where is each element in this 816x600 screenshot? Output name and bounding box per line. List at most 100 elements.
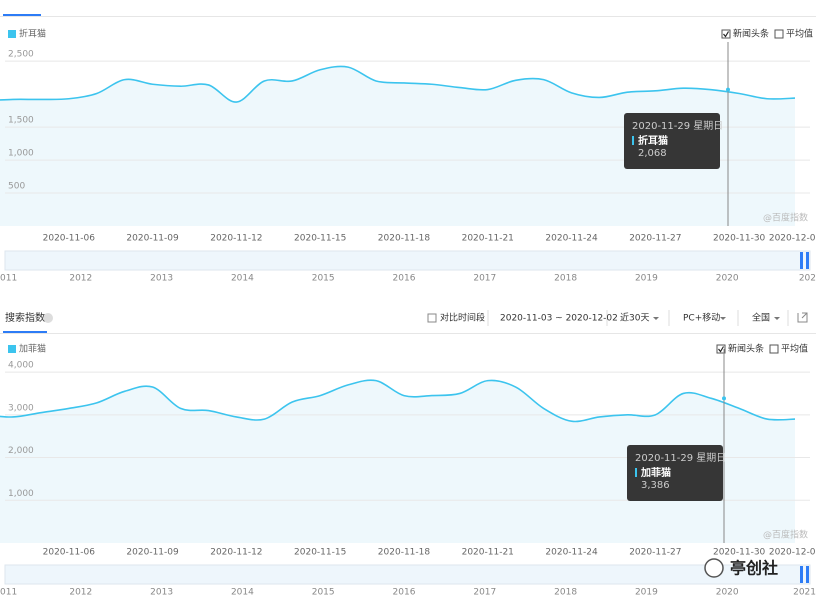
option-label[interactable]: 新闻头条 — [728, 343, 764, 355]
x-tick-label: 2020-12-02 — [769, 234, 816, 244]
timeline-label: 011 — [0, 588, 17, 598]
watermark: @百度指数 — [763, 529, 808, 541]
checkbox[interactable] — [716, 344, 726, 354]
hover-point — [726, 87, 730, 92]
x-tick-label: 2020-11-06 — [43, 548, 96, 558]
tab-underline — [3, 331, 47, 333]
x-tick-label: 2020-11-30 — [713, 234, 766, 244]
timeline-label: 2021 — [793, 588, 816, 598]
tooltip-value: 3,386 — [641, 480, 670, 491]
timeline-handle[interactable] — [800, 566, 803, 583]
timeline-label: 2017 — [473, 274, 496, 284]
timeline-label: 2013 — [150, 588, 173, 598]
y-tick-label: 1,500 — [8, 116, 34, 126]
checkbox[interactable] — [769, 344, 779, 354]
option-label[interactable]: 平均值 — [781, 343, 808, 355]
timeline-label: 2018 — [554, 588, 577, 598]
x-tick-label: 2020-11-21 — [462, 234, 514, 244]
brand-name: 亭创社 — [730, 559, 778, 578]
dropdown-arrow — [653, 317, 659, 320]
timeline-label: 2020 — [716, 588, 739, 598]
tooltip-marker — [635, 468, 637, 477]
tooltip — [627, 445, 723, 501]
checkbox[interactable] — [721, 29, 731, 39]
area — [0, 66, 795, 226]
x-tick-label: 2020-11-30 — [713, 548, 766, 558]
timeline-label: 2019 — [635, 588, 658, 598]
timeline-handle[interactable] — [806, 566, 809, 583]
header-compare[interactable]: 对比时间段 — [440, 312, 485, 324]
timeline-label: 011 — [0, 274, 17, 284]
x-tick-label: 2020-11-09 — [126, 548, 179, 558]
timeline-label: 2013 — [150, 274, 173, 284]
y-tick-label: 2,000 — [8, 446, 34, 456]
y-tick-label: 1,000 — [8, 149, 34, 159]
hover-point — [722, 396, 726, 401]
area — [0, 380, 795, 543]
line — [0, 65, 796, 103]
legend-swatch — [8, 345, 16, 353]
brand: 亭创社 — [704, 558, 778, 578]
x-tick-label: 2020-11-12 — [210, 548, 262, 558]
check-mark — [723, 31, 730, 38]
timeline — [4, 564, 811, 585]
header-device[interactable]: PC+移动 — [683, 312, 720, 324]
timeline-label: 2015 — [312, 588, 335, 598]
timeline-label: 2016 — [393, 588, 416, 598]
timeline-handle[interactable] — [806, 252, 809, 269]
x-tick-label: 2020-11-24 — [545, 548, 598, 558]
timeline-label: 2015 — [312, 274, 335, 284]
x-tick-label: 2020-11-24 — [545, 234, 598, 244]
tab-underline — [3, 14, 41, 16]
header-period[interactable]: 近30天 — [620, 312, 649, 324]
tooltip-title: 2020-11-29 星期日 — [635, 452, 726, 464]
timeline — [4, 250, 811, 271]
checkbox[interactable] — [427, 313, 437, 323]
timeline-label: 2017 — [473, 588, 496, 598]
x-tick-label: 2020-11-09 — [126, 234, 179, 244]
x-tick-label: 2020-11-27 — [629, 548, 681, 558]
x-tick-label: 2020-11-12 — [210, 234, 262, 244]
timeline-label: 202 — [799, 274, 816, 284]
dropdown-arrow — [720, 317, 726, 320]
option-label[interactable]: 新闻头条 — [733, 28, 769, 40]
y-tick-label: 2,500 — [8, 50, 34, 60]
x-tick-label: 2020-11-18 — [378, 548, 431, 558]
tooltip-name: 折耳猫 — [638, 134, 668, 147]
help-icon[interactable] — [43, 313, 53, 323]
x-tick-label: 2020-12-02 — [769, 548, 816, 558]
timeline-label: 2012 — [69, 588, 92, 598]
timeline-handle[interactable] — [800, 252, 803, 269]
header-range[interactable]: 2020-11-03 ~ 2020-12-02 — [500, 314, 618, 324]
timeline-label: 2014 — [231, 588, 254, 598]
watermark: @百度指数 — [763, 212, 808, 224]
x-tick-label: 2020-11-15 — [294, 234, 346, 244]
legend-swatch — [8, 30, 16, 38]
y-tick-label: 1,000 — [8, 489, 34, 499]
export-icon[interactable] — [797, 312, 808, 323]
checkbox[interactable] — [774, 29, 784, 39]
check-mark — [718, 346, 725, 353]
timeline-label: 2016 — [393, 274, 416, 284]
tooltip — [624, 113, 720, 169]
timeline-label: 2012 — [69, 274, 92, 284]
tooltip-title: 2020-11-29 星期日 — [632, 120, 723, 132]
y-tick-label: 500 — [8, 182, 25, 192]
header-title[interactable]: 搜索指数 — [5, 311, 45, 324]
y-tick-label: 3,000 — [8, 403, 34, 413]
timeline-label: 2019 — [635, 274, 658, 284]
option-label[interactable]: 平均值 — [786, 28, 813, 40]
timeline-label: 2018 — [554, 274, 577, 284]
line — [0, 379, 796, 423]
legend-label: 加菲猫 — [19, 343, 46, 355]
tooltip-marker — [632, 136, 634, 145]
x-tick-label: 2020-11-21 — [462, 548, 514, 558]
tooltip-name: 加菲猫 — [640, 466, 671, 479]
tooltip-value: 2,068 — [638, 148, 667, 159]
header-region[interactable]: 全国 — [752, 312, 770, 324]
x-tick-label: 2020-11-15 — [294, 548, 346, 558]
y-tick-label: 4,000 — [8, 361, 34, 371]
dropdown-arrow — [774, 317, 780, 320]
brand-icon — [704, 558, 724, 578]
